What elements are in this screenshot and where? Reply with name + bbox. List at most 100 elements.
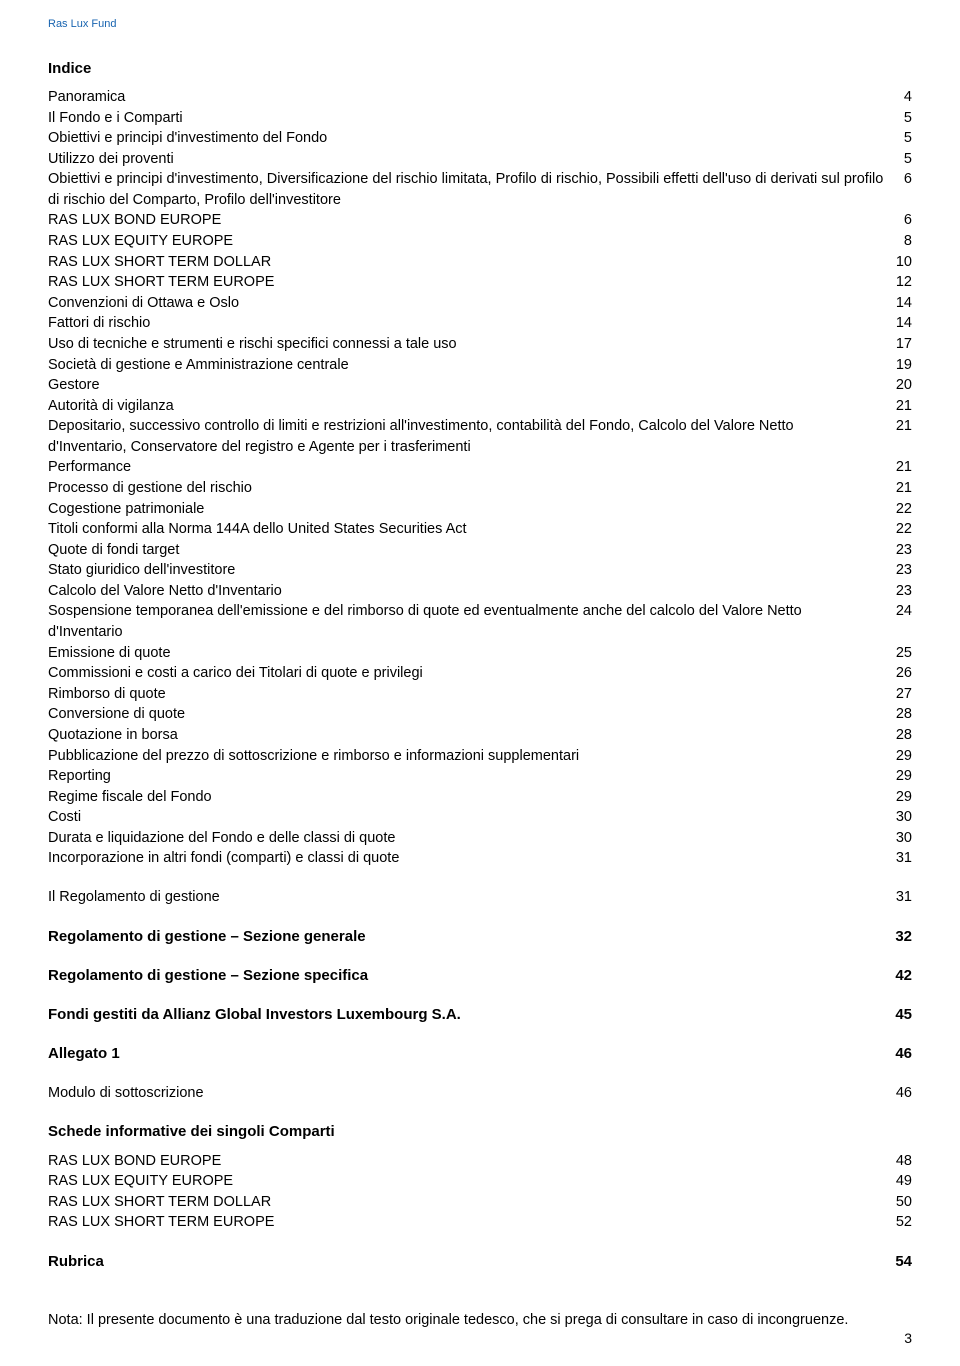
toc-label: Panoramica xyxy=(48,87,904,108)
toc-row: Regolamento di gestione – Sezione genera… xyxy=(48,926,912,947)
toc-row: Titoli conformi alla Norma 144A dello Un… xyxy=(48,519,912,540)
toc-label: Società di gestione e Amministrazione ce… xyxy=(48,355,896,376)
toc-page: 21 xyxy=(896,457,912,478)
toc-label: Sospensione temporanea dell'emissione e … xyxy=(48,601,896,642)
toc-label: Uso di tecniche e strumenti e rischi spe… xyxy=(48,334,896,355)
toc-label: RAS LUX SHORT TERM EUROPE xyxy=(48,1212,896,1233)
toc-page: 22 xyxy=(896,499,912,520)
toc-page: 31 xyxy=(896,848,912,869)
toc-spacer xyxy=(48,1143,912,1151)
toc-row: Regime fiscale del Fondo29 xyxy=(48,787,912,808)
toc-label: Commissioni e costi a carico dei Titolar… xyxy=(48,663,896,684)
toc-label: Calcolo del Valore Netto d'Inventario xyxy=(48,581,896,602)
toc-page: 26 xyxy=(896,663,912,684)
footnote: Nota: Il presente documento è una traduz… xyxy=(48,1312,912,1328)
index-title: Indice xyxy=(48,60,912,77)
toc-label: Incorporazione in altri fondi (comparti)… xyxy=(48,848,896,869)
toc-page: 14 xyxy=(896,293,912,314)
toc-row: RAS LUX SHORT TERM DOLLAR50 xyxy=(48,1192,912,1213)
toc-page: 42 xyxy=(895,965,912,986)
toc-label: Il Regolamento di gestione xyxy=(48,887,896,908)
toc-row: Fondi gestiti da Allianz Global Investor… xyxy=(48,1004,912,1025)
toc-page: 10 xyxy=(896,252,912,273)
toc-row: RAS LUX BOND EUROPE6 xyxy=(48,210,912,231)
toc-row: Obiettivi e principi d'investimento, Div… xyxy=(48,169,912,210)
toc-label: RAS LUX SHORT TERM DOLLAR xyxy=(48,252,896,273)
toc-page: 45 xyxy=(895,1004,912,1025)
toc-page: 23 xyxy=(896,560,912,581)
toc-label: Titoli conformi alla Norma 144A dello Un… xyxy=(48,519,896,540)
toc-row: Obiettivi e principi d'investimento del … xyxy=(48,128,912,149)
toc-label: Regolamento di gestione – Sezione specif… xyxy=(48,965,895,986)
toc-row: Gestore20 xyxy=(48,375,912,396)
toc-row: Calcolo del Valore Netto d'Inventario23 xyxy=(48,581,912,602)
toc-label: Regime fiscale del Fondo xyxy=(48,787,896,808)
toc-page: 52 xyxy=(896,1212,912,1233)
toc-label: RAS LUX EQUITY EUROPE xyxy=(48,231,904,252)
toc-row: Rubrica54 xyxy=(48,1251,912,1272)
toc-label: Durata e liquidazione del Fondo e delle … xyxy=(48,828,896,849)
document-header: Ras Lux Fund xyxy=(48,18,912,30)
toc-label: Schede informative dei singoli Comparti xyxy=(48,1121,912,1142)
toc-page: 49 xyxy=(896,1171,912,1192)
toc-row: Rimborso di quote27 xyxy=(48,684,912,705)
toc-page: 12 xyxy=(896,272,912,293)
toc-page: 21 xyxy=(896,416,912,437)
toc-row: Quotazione in borsa28 xyxy=(48,725,912,746)
toc-page: 20 xyxy=(896,375,912,396)
toc-label: Obiettivi e principi d'investimento, Div… xyxy=(48,169,904,210)
toc-label: Il Fondo e i Comparti xyxy=(48,108,904,129)
toc-row: RAS LUX EQUITY EUROPE49 xyxy=(48,1171,912,1192)
toc-page: 46 xyxy=(895,1043,912,1064)
toc-spacer xyxy=(48,1233,912,1251)
toc-spacer xyxy=(48,908,912,926)
toc-row: RAS LUX SHORT TERM EUROPE12 xyxy=(48,272,912,293)
toc-label: Depositario, successivo controllo di lim… xyxy=(48,416,896,457)
toc-label: RAS LUX SHORT TERM DOLLAR xyxy=(48,1192,896,1213)
toc-row: Pubblicazione del prezzo di sottoscrizio… xyxy=(48,746,912,767)
toc-row: Modulo di sottoscrizione46 xyxy=(48,1083,912,1104)
toc-row: RAS LUX SHORT TERM EUROPE52 xyxy=(48,1212,912,1233)
toc-label: Fattori di rischio xyxy=(48,313,896,334)
toc-page: 24 xyxy=(896,601,912,622)
toc-row: Durata e liquidazione del Fondo e delle … xyxy=(48,828,912,849)
toc-row: Fattori di rischio14 xyxy=(48,313,912,334)
toc-row: RAS LUX BOND EUROPE48 xyxy=(48,1151,912,1172)
toc-page: 30 xyxy=(896,828,912,849)
toc-label: Stato giuridico dell'investitore xyxy=(48,560,896,581)
toc-row: Incorporazione in altri fondi (comparti)… xyxy=(48,848,912,869)
toc-label: Reporting xyxy=(48,766,896,787)
toc-spacer xyxy=(48,1065,912,1083)
toc-page: 28 xyxy=(896,704,912,725)
toc-page: 48 xyxy=(896,1151,912,1172)
toc-spacer xyxy=(48,869,912,887)
toc-page: 31 xyxy=(896,887,912,908)
toc-row: RAS LUX EQUITY EUROPE8 xyxy=(48,231,912,252)
toc-page: 4 xyxy=(904,87,912,108)
toc-container: Panoramica4Il Fondo e i Comparti5Obietti… xyxy=(48,87,912,1272)
toc-label: Autorità di vigilanza xyxy=(48,396,896,417)
toc-row: Regolamento di gestione – Sezione specif… xyxy=(48,965,912,986)
toc-row: Panoramica4 xyxy=(48,87,912,108)
toc-page: 6 xyxy=(904,169,912,190)
toc-page: 29 xyxy=(896,766,912,787)
toc-page: 23 xyxy=(896,581,912,602)
toc-page: 14 xyxy=(896,313,912,334)
toc-row: Emissione di quote25 xyxy=(48,643,912,664)
toc-label: RAS LUX BOND EUROPE xyxy=(48,210,904,231)
toc-label: Rubrica xyxy=(48,1251,895,1272)
toc-label: RAS LUX BOND EUROPE xyxy=(48,1151,896,1172)
toc-row: Conversione di quote28 xyxy=(48,704,912,725)
toc-label: Convenzioni di Ottawa e Oslo xyxy=(48,293,896,314)
toc-row: Il Fondo e i Comparti5 xyxy=(48,108,912,129)
toc-page: 23 xyxy=(896,540,912,561)
toc-label: Rimborso di quote xyxy=(48,684,896,705)
toc-page: 30 xyxy=(896,807,912,828)
toc-label: Regolamento di gestione – Sezione genera… xyxy=(48,926,895,947)
toc-row: Costi30 xyxy=(48,807,912,828)
toc-spacer xyxy=(48,986,912,1004)
toc-label: Conversione di quote xyxy=(48,704,896,725)
toc-label: Pubblicazione del prezzo di sottoscrizio… xyxy=(48,746,896,767)
toc-row: Processo di gestione del rischio21 xyxy=(48,478,912,499)
toc-label: Utilizzo dei proventi xyxy=(48,149,904,170)
